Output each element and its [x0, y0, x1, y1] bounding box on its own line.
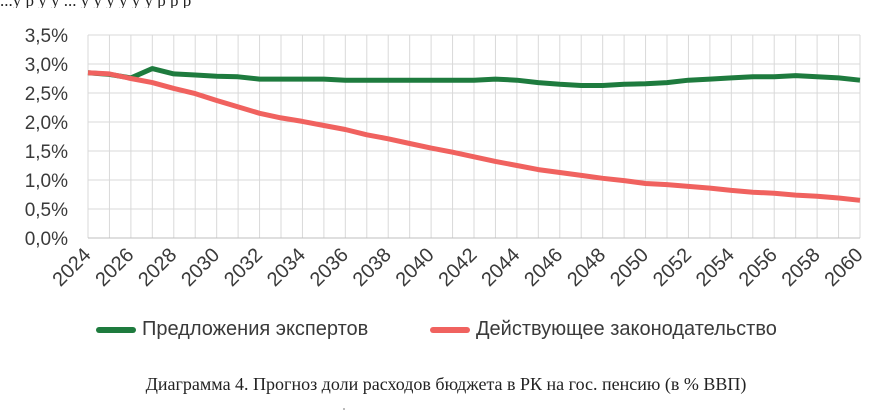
- legend-item-experts: Предложения экспертов: [96, 318, 368, 341]
- series-lines: [87, 66, 861, 203]
- x-tick-label: 2058: [778, 244, 825, 291]
- x-tick-label: 2046: [520, 244, 567, 291]
- y-tick-label: 1,5%: [25, 142, 68, 163]
- y-tick-label: 1,0%: [25, 171, 68, 192]
- legend-item-current-law: Действующее законодательство: [430, 318, 777, 341]
- x-tick-label: 2032: [220, 244, 267, 291]
- x-tick-label: 2052: [649, 244, 696, 291]
- grid-lines: [87, 34, 861, 239]
- x-tick-labels: 2024202620282030203220342036203820402042…: [49, 244, 868, 291]
- legend-label-current-law: Действующее законодательство: [476, 318, 777, 340]
- line-chart: 0,0%0,5%1,0%1,5%2,0%2,5%3,0%3,5% 2024202…: [25, 26, 868, 291]
- legend-swatch-green: [96, 326, 136, 333]
- x-tick-label: 2050: [606, 244, 653, 291]
- y-tick-label: 0,5%: [25, 200, 68, 221]
- x-tick-label: 2056: [735, 244, 782, 291]
- legend: Предложения экспертов Действующее законо…: [0, 318, 892, 348]
- x-tick-label: 2060: [821, 244, 868, 291]
- legend-label-experts: Предложения экспертов: [142, 318, 369, 340]
- cropped-text-line: ...у р у у ... у у у у у у р р р: [0, 0, 892, 8]
- x-tick-label: 2044: [477, 244, 524, 291]
- figure-caption: Диаграмма 4. Прогноз доли расходов бюдже…: [145, 374, 747, 394]
- y-tick-label: 3,5%: [25, 26, 68, 47]
- x-tick-label: 2048: [563, 244, 610, 291]
- x-tick-label: 2034: [263, 244, 310, 291]
- y-tick-label: 2,5%: [25, 84, 68, 105]
- x-tick-label: 2030: [177, 244, 224, 291]
- series-line-experts: [87, 66, 861, 88]
- x-tick-label: 2038: [349, 244, 396, 291]
- x-tick-label: 2028: [134, 244, 181, 291]
- stray-mark: [343, 408, 345, 410]
- x-tick-label: 2054: [692, 244, 739, 291]
- x-tick-label: 2042: [435, 244, 482, 291]
- series-line-current-law: [87, 70, 861, 203]
- y-tick-label: 3,0%: [25, 55, 68, 76]
- y-tick-labels: 0,0% 0,5% 1,0% 1,5% 2,0% 2,5% 3,0% 3,5%: [25, 26, 68, 250]
- y-tick-label: 2,0%: [25, 113, 68, 134]
- legend-swatch-red: [430, 326, 470, 333]
- x-tick-label: 2036: [306, 244, 353, 291]
- x-tick-label: 2026: [91, 244, 138, 291]
- x-tick-label: 2024: [49, 244, 96, 291]
- y-tick-label: 0,0%: [25, 229, 68, 250]
- x-tick-label: 2040: [392, 244, 439, 291]
